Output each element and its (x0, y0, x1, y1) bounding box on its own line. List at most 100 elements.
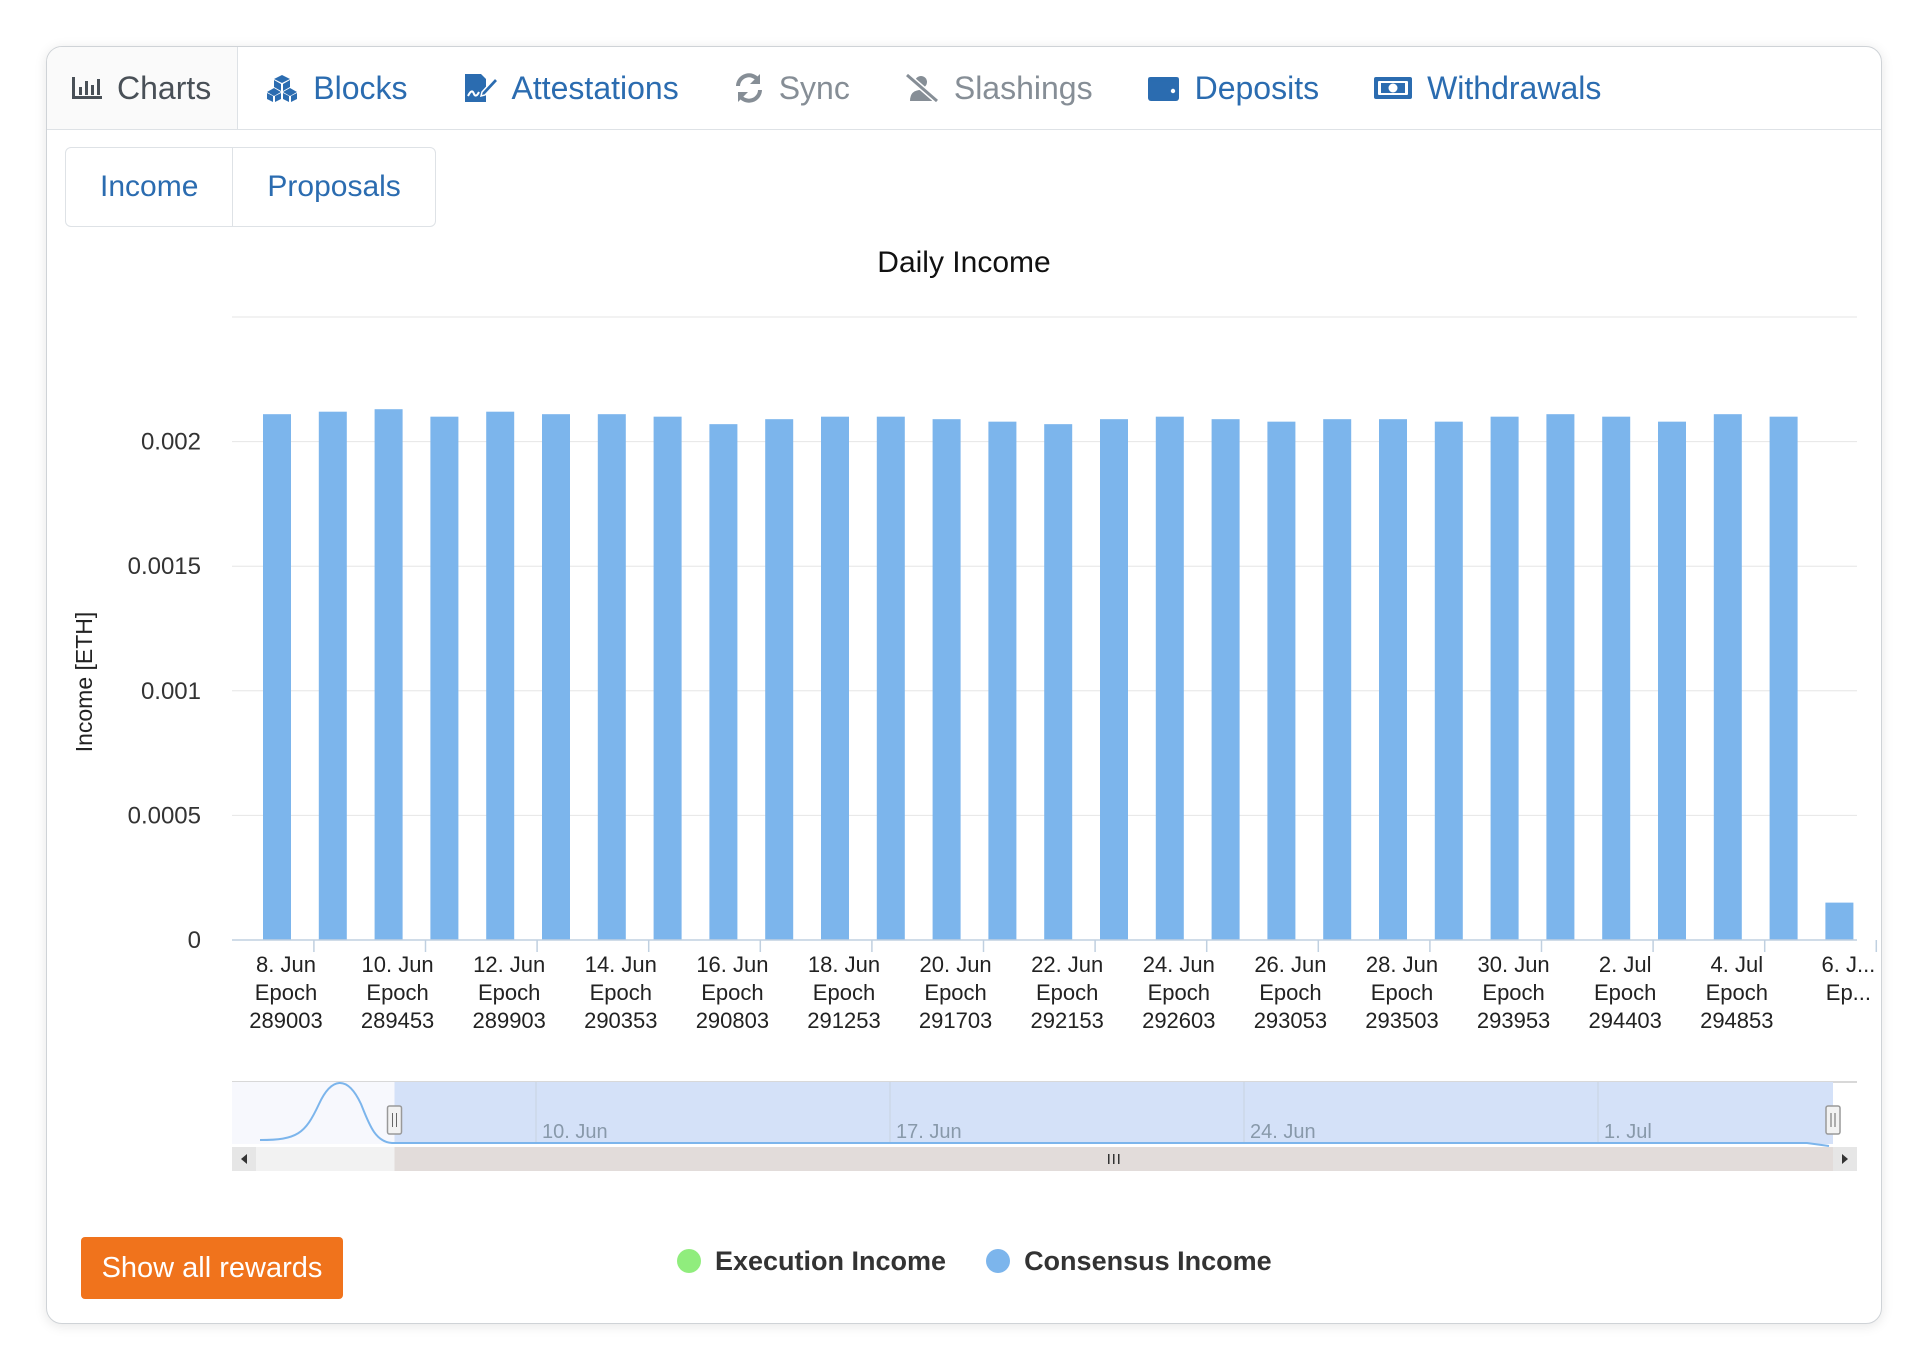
x-tick-label-line: 289003 (249, 1008, 322, 1033)
bar-consensus-17-jun (765, 419, 794, 940)
legend-label-consensus: Consensus Income (1024, 1245, 1272, 1276)
chart-svg: Daily Income Income [ETH] 0 0.0005 0.001 0.00… (71, 246, 1878, 1171)
x-tick-label-line: Epoch (255, 980, 317, 1005)
subtab-income[interactable]: Income (100, 170, 199, 203)
sync-icon (733, 72, 765, 104)
user-slash-icon (904, 73, 940, 103)
x-tick-label-line: 294853 (1700, 1008, 1773, 1033)
legend-item-execution-income[interactable]: Execution Income (677, 1246, 946, 1277)
x-tick-label: 2. Jul Epoch 294403 (1588, 952, 1661, 1033)
wallet-icon (1147, 74, 1181, 102)
navigator-label: 1. Jul (1604, 1121, 1652, 1143)
bar-consensus-3-jul (1658, 421, 1686, 940)
x-tick-label: 24. Jun Epoch 292603 (1142, 952, 1215, 1033)
tab-charts[interactable]: Charts (47, 47, 239, 129)
bar-consensus-21-jun (988, 421, 1017, 940)
tab-label: Sync (778, 69, 850, 106)
navigator-label: 24. Jun (1250, 1121, 1316, 1143)
tab-bar: Charts Blocks Attestations Sync Slashings Dep… (47, 47, 1881, 130)
arrow-left-icon (241, 1154, 247, 1164)
x-tick-label-line: Ep... (1826, 980, 1871, 1005)
subtab-proposals[interactable]: Proposals (232, 148, 434, 226)
legend-item-consensus-income[interactable]: Consensus Income (986, 1246, 1272, 1277)
x-tick-label-line: 18. Jun (808, 952, 880, 977)
bar-consensus-14-jun (597, 414, 626, 940)
bar-consensus-19-jun (876, 416, 905, 940)
bar-consensus-4-jul (1713, 414, 1742, 940)
x-tick-label: 28. Jun Epoch 293503 (1365, 952, 1438, 1033)
x-tick-label-line: 292603 (1142, 1008, 1215, 1033)
x-tick-label-line: Epoch (1482, 980, 1544, 1005)
tab-withdrawals[interactable]: Withdrawals (1346, 47, 1628, 129)
tab-slashings: Slashings (877, 47, 1120, 129)
x-tick-label-line: 291253 (807, 1008, 880, 1033)
x-tick-label-line: 290353 (584, 1008, 657, 1033)
show-all-rewards-button[interactable]: Show all rewards (81, 1237, 343, 1299)
navigator-selection (394, 1082, 1833, 1144)
file-signature-icon (462, 72, 498, 104)
bar-consensus-18-jun (821, 416, 849, 940)
bar-consensus-20-jun (932, 419, 961, 940)
x-tick-label-line: Epoch (1371, 980, 1433, 1005)
navigator-handle-right[interactable] (1825, 1105, 1841, 1135)
x-tick-label-line: 22. Jun (1031, 952, 1103, 977)
bar-consensus-15-jun (653, 416, 682, 940)
legend-dot-execution (677, 1249, 701, 1273)
arrow-right-icon (1842, 1154, 1848, 1164)
x-tick-label-line: 289453 (361, 1008, 434, 1033)
x-tick-label: 4. Jul Epoch 294853 (1700, 952, 1773, 1033)
x-tick-label-line: 16. Jun (696, 952, 768, 977)
x-tick-label-line: 12. Jun (473, 952, 545, 977)
bar-consensus-1-jul (1546, 414, 1575, 940)
bar-consensus-16-jun (709, 424, 738, 940)
x-tick-label-line: Epoch (924, 980, 986, 1005)
bar-consensus-24-jun (1155, 416, 1184, 940)
bar-consensus-6-jul (1825, 902, 1854, 940)
y-axis-label: Income [ETH] (71, 612, 97, 753)
bar-consensus-12-jun (486, 411, 515, 940)
navigator-handle-left[interactable] (386, 1105, 403, 1135)
x-tick-label-line: Epoch (590, 980, 652, 1005)
tab-deposits[interactable]: Deposits (1120, 47, 1347, 129)
x-tick-label: 20. Jun Epoch 291703 (919, 952, 992, 1033)
tab-sync: Sync (706, 47, 877, 129)
x-tick-label: 22. Jun Epoch 292153 (1030, 952, 1103, 1033)
y-tick-label: 0.001 (141, 678, 201, 705)
x-tick-label: 8. Jun Epoch 289003 (249, 952, 322, 1033)
tab-label: Withdrawals (1427, 69, 1602, 106)
y-tick-label: 0.0005 (128, 802, 201, 829)
bar-consensus-8-jun (263, 414, 291, 940)
legend-dot-consensus (986, 1249, 1011, 1273)
bar-consensus-28-jun (1379, 419, 1407, 940)
bar-consensus-25-jun (1211, 419, 1240, 940)
x-tick-label: 14. Jun Epoch 290353 (584, 952, 657, 1033)
x-tick-label: 12. Jun Epoch 289903 (472, 952, 545, 1033)
tab-label: Blocks (313, 69, 408, 106)
x-tick-label: 6. J... Ep... (1822, 952, 1876, 1005)
x-tick-label-line: 10. Jun (362, 952, 434, 977)
bar-consensus-22-jun (1044, 424, 1073, 940)
tab-blocks[interactable]: Blocks (238, 47, 434, 129)
bar-consensus-13-jun (542, 414, 570, 940)
x-tick-label-line: 294403 (1588, 1008, 1661, 1033)
x-tick-label-line: 26. Jun (1254, 952, 1326, 977)
x-tick-label-line: 291703 (919, 1008, 992, 1033)
x-tick-label-line: 14. Jun (585, 952, 657, 977)
x-tick-label-line: Epoch (1594, 980, 1656, 1005)
x-tick-label: 16. Jun Epoch 290803 (696, 952, 769, 1033)
navigator-series-line (259, 1082, 1830, 1147)
chart-legend: Execution Income Consensus Income (677, 1237, 1272, 1285)
bar-consensus-27-jun (1323, 419, 1352, 940)
navigator-label: 17. Jun (896, 1121, 962, 1143)
x-tick-label-line: 289903 (472, 1008, 545, 1033)
x-tick-label: 10. Jun Epoch 289453 (361, 952, 434, 1033)
x-tick-label-line: Epoch (1036, 980, 1098, 1005)
bar-consensus-10-jun (374, 409, 403, 940)
x-tick-label: 26. Jun Epoch 293053 (1254, 952, 1327, 1033)
daily-income-chart: Daily Income Income [ETH] 0 0.0005 0.001 0.00… (47, 227, 1881, 1323)
x-tick-label-line: Epoch (1259, 980, 1321, 1005)
bar-consensus-23-jun (1100, 419, 1128, 940)
x-tick-label-line: Epoch (366, 980, 428, 1005)
money-bill-icon (1373, 75, 1413, 101)
tab-attestations[interactable]: Attestations (435, 47, 706, 129)
